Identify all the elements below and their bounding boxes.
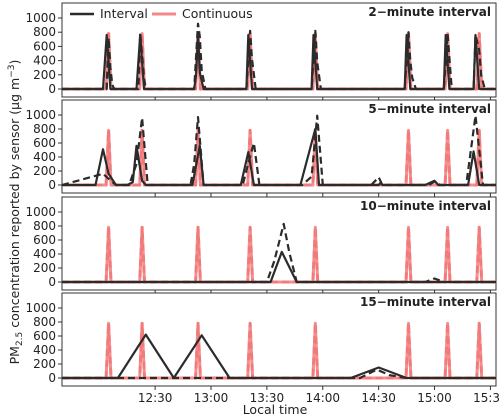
y-tick-label: 0 — [48, 275, 56, 289]
x-tick-label: 14:30 — [361, 391, 396, 405]
y-label-middle: concentration reported by sensor (µg m — [7, 78, 22, 332]
legend: Interval Continuous — [70, 6, 253, 21]
y-tick-label: 800 — [33, 25, 56, 39]
y-axis-label: PM2.5 concentration reported by sensor (… — [7, 60, 25, 365]
x-tick-label: 14:00 — [305, 391, 340, 405]
y-tick-label: 600 — [33, 329, 56, 343]
y-tick-label: 0 — [48, 178, 56, 192]
panel-frame — [61, 292, 497, 387]
x-axis-label: Local time — [243, 402, 308, 417]
continuous-series-dashed — [62, 225, 496, 284]
y-tick-label: 1000 — [25, 205, 56, 219]
interval-series-solid — [62, 333, 496, 380]
y-tick-label: 200 — [33, 164, 56, 178]
x-tick-label: 15:00 — [417, 391, 452, 405]
y-tick-label: 800 — [33, 315, 56, 329]
y-tick-label: 1000 — [25, 11, 56, 25]
interval-series-solid — [62, 32, 496, 91]
y-tick-label: 0 — [48, 82, 56, 96]
legend-label-continuous: Continuous — [182, 6, 253, 21]
x-tick-label: 15:30 — [473, 391, 500, 405]
panel-title: 15−minute interval — [360, 295, 491, 309]
y-tick-label: 200 — [33, 68, 56, 82]
y-label-prefix: PM — [7, 346, 22, 364]
y-label-subscript: 2.5 — [15, 332, 25, 346]
legend-label-interval: Interval — [100, 6, 148, 21]
interval-series-solid — [62, 127, 496, 187]
y-tick-label: 400 — [33, 150, 56, 164]
x-tick-label: 13:00 — [194, 391, 229, 405]
y-tick-label: 600 — [33, 233, 56, 247]
y-tick-label: 200 — [33, 261, 56, 275]
y-tick-label: 800 — [33, 219, 56, 233]
x-tick-label: 12:30 — [138, 391, 173, 405]
interval-series-solid — [62, 250, 496, 284]
y-tick-label: 600 — [33, 39, 56, 53]
panel-title: 5−minute interval — [368, 102, 491, 116]
y-tick-label: 400 — [33, 343, 56, 357]
y-tick-label: 1000 — [25, 108, 56, 122]
y-tick-label: 1000 — [25, 301, 56, 315]
y-label-superscript: −3 — [7, 65, 17, 78]
panel-title: 2−minute interval — [368, 5, 491, 19]
x-tick-label: 13:30 — [250, 391, 285, 405]
panel-frame — [61, 2, 497, 98]
interval-series-dashed — [62, 222, 496, 284]
y-tick-label: 600 — [33, 136, 56, 150]
panel-title: 10−minute interval — [360, 199, 491, 213]
panel-frame — [61, 196, 497, 291]
y-tick-label: 800 — [33, 122, 56, 136]
y-tick-label: 400 — [33, 54, 56, 68]
y-tick-label: 400 — [33, 247, 56, 261]
y-tick-label: 0 — [48, 371, 56, 385]
y-tick-label: 200 — [33, 357, 56, 371]
y-label-suffix: ) — [7, 60, 22, 65]
